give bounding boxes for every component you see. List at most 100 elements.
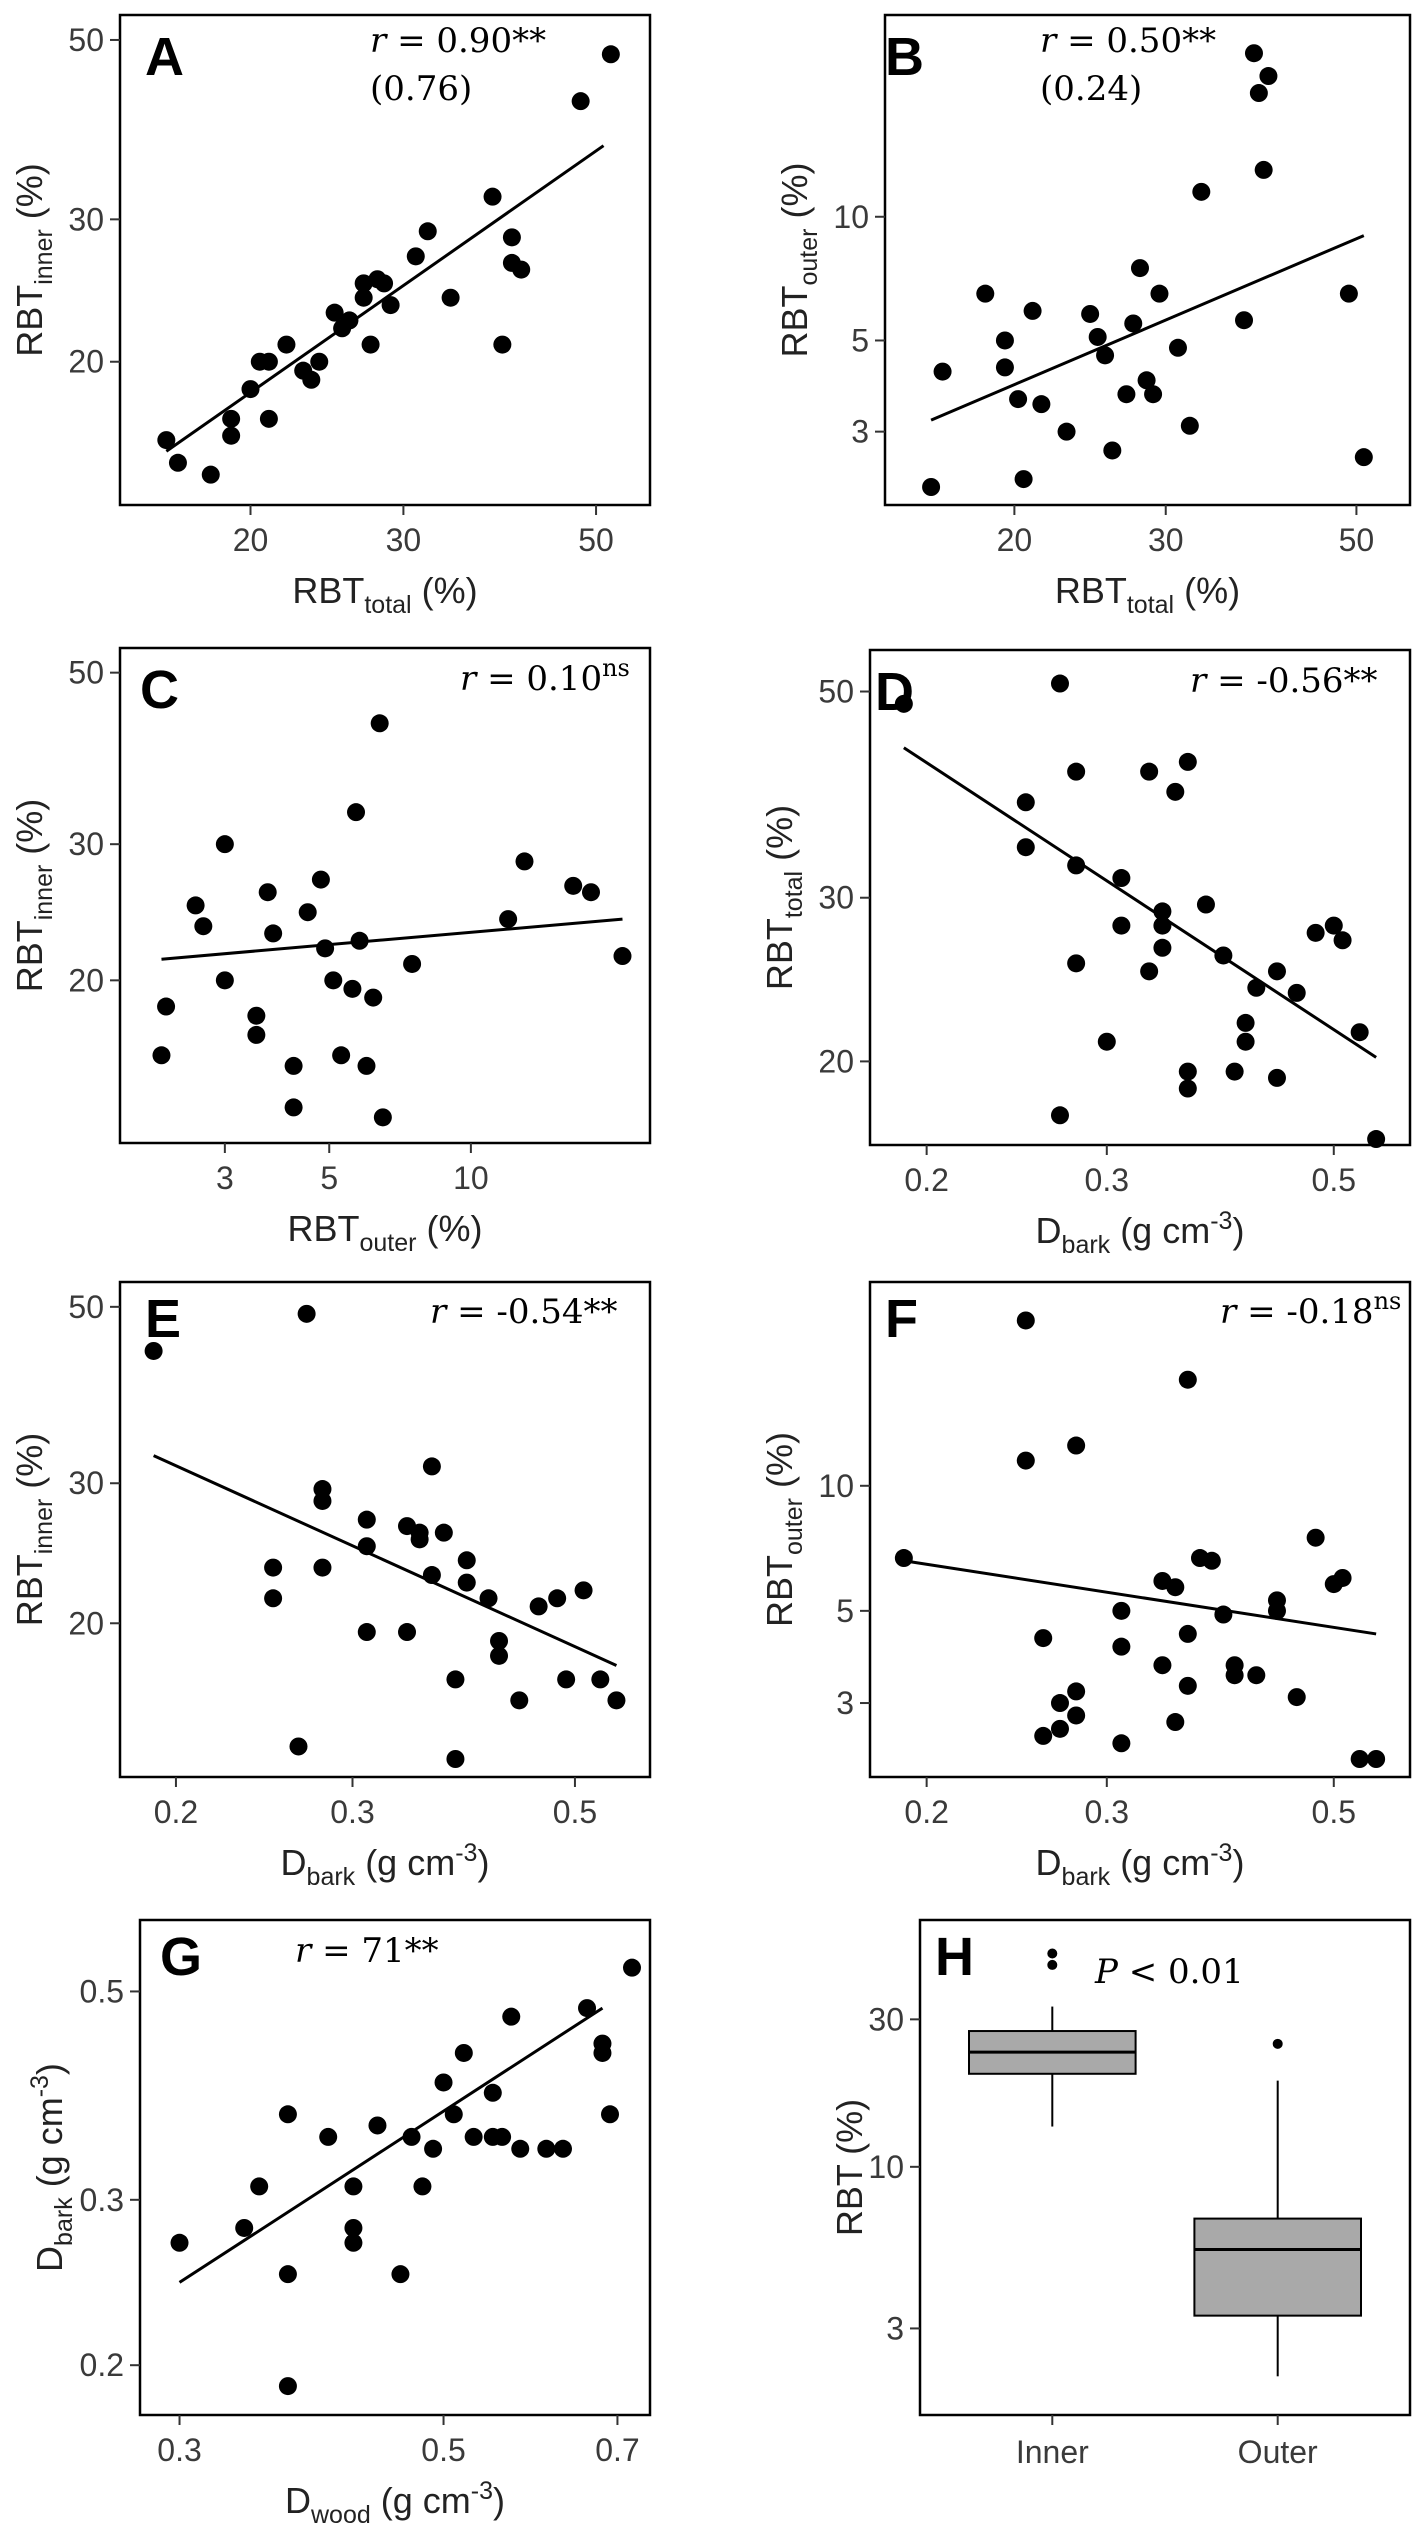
data-point (344, 2233, 363, 2252)
data-point (1178, 1624, 1197, 1643)
data-point (1236, 1013, 1255, 1032)
data-point (259, 352, 278, 371)
x-label-subscript: bark (1062, 1863, 1111, 1891)
data-point (247, 1025, 266, 1044)
panel-letter: G (160, 1927, 202, 1987)
data-point (1096, 346, 1115, 365)
data-point (354, 274, 373, 293)
x-axis-label: RBTtotal (%) (1055, 570, 1240, 619)
data-point (1168, 338, 1187, 357)
y-label-main: RBT (759, 918, 800, 990)
x-label-superscript: -3 (471, 2477, 493, 2505)
x-tick-label: 0.5 (421, 2432, 465, 2468)
x-tick-label: 0.3 (1085, 1794, 1129, 1830)
x-label-superscript: -3 (455, 1839, 477, 1867)
data-point (1130, 259, 1149, 278)
stat-value: = 0.10 (476, 659, 602, 699)
data-point (1367, 1750, 1386, 1768)
data-point (1333, 931, 1352, 950)
x-label-subscript: total (364, 591, 411, 619)
panel-letter: D (875, 662, 914, 722)
x-tick-label: 0.2 (904, 1162, 948, 1198)
data-point (241, 380, 260, 399)
x-label-main: D (1036, 1210, 1062, 1251)
x-label-unit: (%) (1174, 570, 1240, 611)
y-label-main: RBT (774, 285, 815, 357)
x-label-end: ) (493, 2480, 505, 2521)
data-point (1057, 422, 1076, 441)
regression-line (161, 917, 623, 961)
data-point (1249, 84, 1268, 103)
x-tick-label: 0.2 (904, 1794, 948, 1830)
data-point (490, 1631, 509, 1650)
data-point (1339, 284, 1358, 303)
data-point (441, 288, 460, 307)
y-label-unit: (%) (759, 1432, 800, 1498)
data-point (591, 1670, 610, 1689)
data-point (313, 1558, 332, 1577)
data-point (222, 426, 241, 445)
y-tick-label: 0.5 (80, 1973, 124, 2009)
data-point (311, 870, 330, 889)
data-point (1259, 67, 1278, 86)
data-point (1034, 1629, 1053, 1648)
data-point (490, 1646, 509, 1665)
data-point (1112, 1637, 1131, 1656)
data-point (364, 988, 383, 1007)
x-tick-label: 20 (233, 522, 269, 558)
data-point (357, 1623, 376, 1642)
y-tick-label: 20 (68, 1605, 104, 1641)
data-point (548, 1589, 567, 1608)
y-label-superscript: -3 (26, 2075, 54, 2097)
data-point (1153, 938, 1172, 957)
data-point (1088, 327, 1107, 346)
regression-line (930, 234, 1365, 422)
data-point (398, 1623, 417, 1642)
data-point (1192, 182, 1211, 201)
y-label-unit: (%) (9, 799, 50, 865)
y-label-unit: (g cm (29, 2097, 70, 2197)
y-axis-label: RBT (%) (829, 2099, 870, 2236)
x-axis-label: RBTouter (%) (288, 1208, 483, 1257)
data-point (1067, 1436, 1086, 1455)
data-point (343, 979, 362, 998)
stat-annotation: P < 0.01 (1094, 1952, 1244, 1992)
data-point (284, 1098, 303, 1117)
x-label-subscript: bark (307, 1863, 356, 1891)
data-point (894, 694, 913, 713)
data-point (1050, 1106, 1069, 1125)
data-point (344, 2177, 363, 2196)
regression-line (903, 746, 1377, 1059)
data-point (1244, 44, 1263, 63)
data-point (1050, 674, 1069, 693)
category-label: Inner (1016, 2434, 1089, 2470)
x-label-main: D (281, 1842, 307, 1883)
data-point (995, 331, 1014, 350)
x-tick-label: 0.7 (595, 2432, 639, 2468)
data-point (483, 187, 502, 206)
stat-r-squared: (0.24) (1040, 69, 1142, 109)
data-point (1112, 869, 1131, 888)
stat-value: = 71** (311, 1931, 438, 1971)
data-point (375, 274, 394, 293)
y-axis-label: RBTinner (%) (9, 163, 58, 357)
data-point (264, 924, 283, 943)
data-point (373, 1108, 392, 1127)
y-tick-label: 50 (68, 655, 104, 691)
data-point (1016, 1451, 1035, 1470)
data-point (325, 303, 344, 322)
data-point (446, 1750, 465, 1768)
stat-r-squared: (0.76) (370, 69, 472, 109)
x-tick-label: 30 (1148, 522, 1184, 558)
data-point (1032, 395, 1051, 414)
y-axis-label: RBTinner (%) (9, 1433, 58, 1627)
data-point (418, 222, 437, 241)
stat-annotation: r = 71** (295, 1931, 439, 1971)
x-tick-label: 0.5 (1312, 1162, 1356, 1198)
data-point (222, 409, 241, 428)
data-point (357, 1510, 376, 1529)
data-point (601, 2105, 620, 2124)
data-point (316, 939, 335, 958)
data-point (1034, 1726, 1053, 1745)
